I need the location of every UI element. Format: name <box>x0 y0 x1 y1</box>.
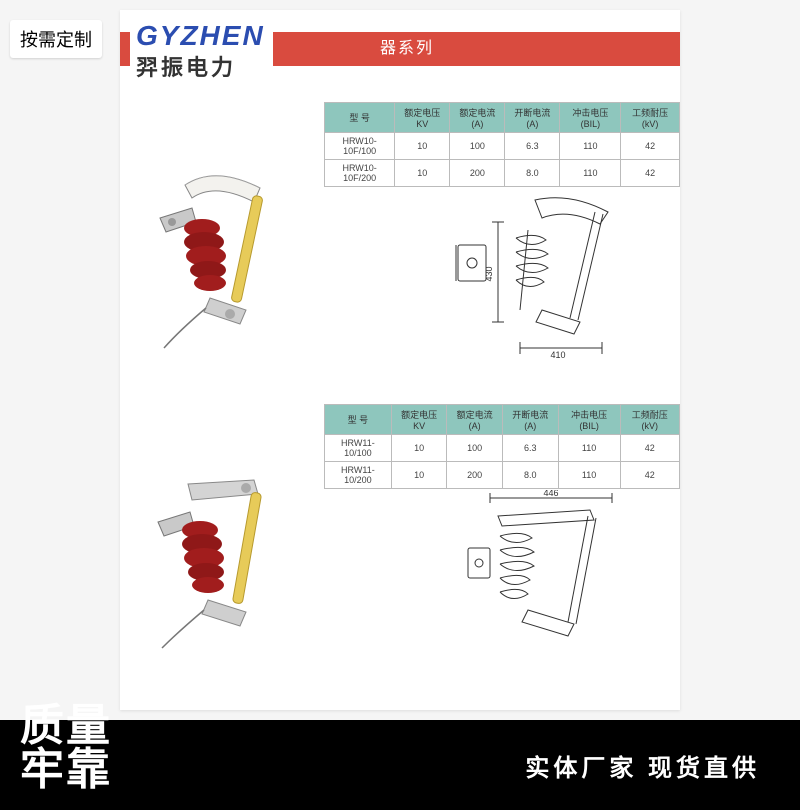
diagram-svg: 446 <box>440 490 640 660</box>
logo-chinese: 羿振电力 <box>136 50 265 82</box>
dim-width: 410 <box>550 350 565 360</box>
dim-width: 446 <box>543 490 558 498</box>
stamp-row-2: 牢靠 <box>20 748 112 792</box>
bottom-marketing-bar: 实体厂家 现货直供 <box>0 720 800 810</box>
badge-text: 按需定制 <box>20 30 92 50</box>
th-current: 额定电流(A) <box>450 103 505 133</box>
spec-table-hrw10: 型 号 额定电压KV 额定电流(A) 开断电流(A) 冲击电压(BIL) 工频耐… <box>324 102 680 187</box>
quality-stamp: 质量 牢靠 <box>20 704 112 792</box>
spec-table-hrw11: 型 号 额定电压KV 额定电流(A) 开断电流(A) 冲击电压(BIL) 工频耐… <box>324 404 680 489</box>
table-row: HRW10-10F/200 10 200 8.0 110 42 <box>325 160 680 187</box>
dim-height: 430 <box>484 266 494 281</box>
th-impulse: 冲击电压(BIL) <box>560 103 621 133</box>
table-row: HRW11-10/100 10 100 6.3 110 42 <box>325 435 680 462</box>
technical-diagram-hrw11: 446 <box>440 490 640 660</box>
logo-english: GYZHEN <box>136 20 265 52</box>
catalog-page: 器系列 GYZHEN 羿振电力 型 号 额定电压KV 额定电流(A) 开断电流(… <box>120 10 680 710</box>
table-header-row: 型 号 额定电压KV 额定电流(A) 开断电流(A) 冲击电压(BIL) 工频耐… <box>325 103 680 133</box>
technical-diagram-hrw10: 410 430 <box>450 190 650 360</box>
slogan-text: 实体厂家 现货直供 <box>525 748 760 783</box>
stamp-row-1: 质量 <box>20 704 112 748</box>
photo-svg <box>150 470 300 650</box>
customization-badge: 按需定制 <box>10 20 102 58</box>
photo-svg <box>150 170 300 350</box>
th-model: 型 号 <box>325 103 395 133</box>
diagram-svg: 410 430 <box>450 190 650 360</box>
logo-block: GYZHEN 羿振电力 <box>130 16 273 84</box>
table-header-row: 型 号 额定电压KV 额定电流(A) 开断电流(A) 冲击电压(BIL) 工频耐… <box>325 405 680 435</box>
product-photo-hrw11 <box>150 470 300 650</box>
table-row: HRW10-10F/100 10 100 6.3 110 42 <box>325 133 680 160</box>
product-photo-hrw10 <box>150 170 300 350</box>
th-withstand: 工频耐压(kV) <box>621 103 680 133</box>
insulator-icon <box>182 521 224 593</box>
th-break: 开断电流(A) <box>505 103 560 133</box>
insulator-icon <box>184 219 226 291</box>
series-title: 器系列 <box>380 40 434 57</box>
table-row: HRW11-10/200 10 200 8.0 110 42 <box>325 462 680 489</box>
th-voltage: 额定电压KV <box>395 103 450 133</box>
